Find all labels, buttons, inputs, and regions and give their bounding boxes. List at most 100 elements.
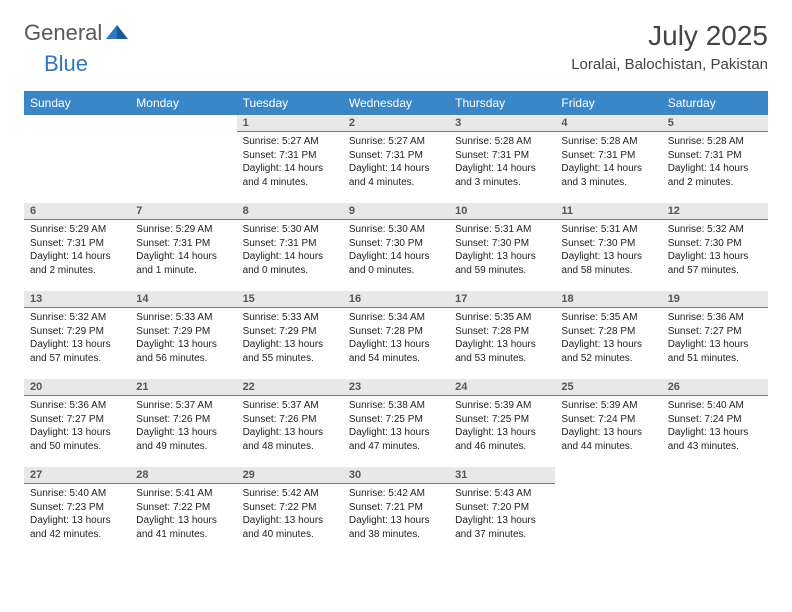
daylight-text: Daylight: 13 hours and 41 minutes.: [136, 514, 230, 541]
calendar-day-cell: [24, 115, 130, 203]
calendar-day-cell: [662, 467, 768, 555]
brand-flag-icon: [106, 23, 128, 44]
day-content: Sunrise: 5:32 AMSunset: 7:29 PMDaylight:…: [24, 308, 130, 369]
day-content: Sunrise: 5:38 AMSunset: 7:25 PMDaylight:…: [343, 396, 449, 457]
calendar-day-cell: 26Sunrise: 5:40 AMSunset: 7:24 PMDayligh…: [662, 379, 768, 467]
daylight-text: Daylight: 13 hours and 56 minutes.: [136, 338, 230, 365]
sunrise-text: Sunrise: 5:28 AM: [561, 135, 655, 149]
sunrise-text: Sunrise: 5:37 AM: [243, 399, 337, 413]
day-number: 11: [555, 203, 661, 220]
sunset-text: Sunset: 7:31 PM: [561, 149, 655, 163]
daylight-text: Daylight: 13 hours and 48 minutes.: [243, 426, 337, 453]
day-number: 25: [555, 379, 661, 396]
daylight-text: Daylight: 13 hours and 52 minutes.: [561, 338, 655, 365]
day-number: 17: [449, 291, 555, 308]
sunset-text: Sunset: 7:23 PM: [30, 501, 124, 515]
sunrise-text: Sunrise: 5:35 AM: [455, 311, 549, 325]
weekday-header: Wednesday: [343, 91, 449, 115]
calendar-header-row: SundayMondayTuesdayWednesdayThursdayFrid…: [24, 91, 768, 115]
calendar-day-cell: [130, 115, 236, 203]
sunset-text: Sunset: 7:28 PM: [561, 325, 655, 339]
calendar-day-cell: 24Sunrise: 5:39 AMSunset: 7:25 PMDayligh…: [449, 379, 555, 467]
sunset-text: Sunset: 7:30 PM: [455, 237, 549, 251]
day-content: Sunrise: 5:35 AMSunset: 7:28 PMDaylight:…: [449, 308, 555, 369]
sunset-text: Sunset: 7:31 PM: [668, 149, 762, 163]
sunset-text: Sunset: 7:27 PM: [30, 413, 124, 427]
day-number: 3: [449, 115, 555, 132]
sunset-text: Sunset: 7:25 PM: [455, 413, 549, 427]
calendar-day-cell: [555, 467, 661, 555]
day-number: 29: [237, 467, 343, 484]
sunrise-text: Sunrise: 5:29 AM: [136, 223, 230, 237]
calendar-day-cell: 7Sunrise: 5:29 AMSunset: 7:31 PMDaylight…: [130, 203, 236, 291]
day-content: Sunrise: 5:28 AMSunset: 7:31 PMDaylight:…: [662, 132, 768, 193]
daylight-text: Daylight: 13 hours and 38 minutes.: [349, 514, 443, 541]
daylight-text: Daylight: 13 hours and 46 minutes.: [455, 426, 549, 453]
calendar-body: 1Sunrise: 5:27 AMSunset: 7:31 PMDaylight…: [24, 115, 768, 555]
day-number: 15: [237, 291, 343, 308]
day-number: 18: [555, 291, 661, 308]
day-number: 30: [343, 467, 449, 484]
day-content: Sunrise: 5:33 AMSunset: 7:29 PMDaylight:…: [130, 308, 236, 369]
sunrise-text: Sunrise: 5:36 AM: [30, 399, 124, 413]
daylight-text: Daylight: 13 hours and 40 minutes.: [243, 514, 337, 541]
day-content: Sunrise: 5:30 AMSunset: 7:31 PMDaylight:…: [237, 220, 343, 281]
day-content: Sunrise: 5:34 AMSunset: 7:28 PMDaylight:…: [343, 308, 449, 369]
daylight-text: Daylight: 13 hours and 50 minutes.: [30, 426, 124, 453]
sunrise-text: Sunrise: 5:32 AM: [668, 223, 762, 237]
daylight-text: Daylight: 14 hours and 0 minutes.: [349, 250, 443, 277]
calendar-day-cell: 17Sunrise: 5:35 AMSunset: 7:28 PMDayligh…: [449, 291, 555, 379]
calendar-day-cell: 4Sunrise: 5:28 AMSunset: 7:31 PMDaylight…: [555, 115, 661, 203]
calendar-day-cell: 20Sunrise: 5:36 AMSunset: 7:27 PMDayligh…: [24, 379, 130, 467]
day-content: Sunrise: 5:39 AMSunset: 7:25 PMDaylight:…: [449, 396, 555, 457]
day-content: Sunrise: 5:42 AMSunset: 7:22 PMDaylight:…: [237, 484, 343, 545]
day-number: 8: [237, 203, 343, 220]
calendar-day-cell: 9Sunrise: 5:30 AMSunset: 7:30 PMDaylight…: [343, 203, 449, 291]
calendar-week-row: 20Sunrise: 5:36 AMSunset: 7:27 PMDayligh…: [24, 379, 768, 467]
day-number: 16: [343, 291, 449, 308]
month-title: July 2025: [571, 20, 768, 52]
weekday-header: Tuesday: [237, 91, 343, 115]
daylight-text: Daylight: 13 hours and 57 minutes.: [668, 250, 762, 277]
weekday-header: Friday: [555, 91, 661, 115]
calendar-day-cell: 19Sunrise: 5:36 AMSunset: 7:27 PMDayligh…: [662, 291, 768, 379]
daylight-text: Daylight: 14 hours and 4 minutes.: [243, 162, 337, 189]
calendar-week-row: 6Sunrise: 5:29 AMSunset: 7:31 PMDaylight…: [24, 203, 768, 291]
day-content: Sunrise: 5:31 AMSunset: 7:30 PMDaylight:…: [449, 220, 555, 281]
sunset-text: Sunset: 7:28 PM: [455, 325, 549, 339]
day-content: Sunrise: 5:33 AMSunset: 7:29 PMDaylight:…: [237, 308, 343, 369]
sunrise-text: Sunrise: 5:33 AM: [243, 311, 337, 325]
calendar-day-cell: 6Sunrise: 5:29 AMSunset: 7:31 PMDaylight…: [24, 203, 130, 291]
day-number: 28: [130, 467, 236, 484]
sunrise-text: Sunrise: 5:30 AM: [349, 223, 443, 237]
day-content: Sunrise: 5:37 AMSunset: 7:26 PMDaylight:…: [130, 396, 236, 457]
day-content: Sunrise: 5:27 AMSunset: 7:31 PMDaylight:…: [343, 132, 449, 193]
calendar-day-cell: 12Sunrise: 5:32 AMSunset: 7:30 PMDayligh…: [662, 203, 768, 291]
calendar-day-cell: 11Sunrise: 5:31 AMSunset: 7:30 PMDayligh…: [555, 203, 661, 291]
daylight-text: Daylight: 13 hours and 51 minutes.: [668, 338, 762, 365]
sunset-text: Sunset: 7:29 PM: [30, 325, 124, 339]
day-content: Sunrise: 5:29 AMSunset: 7:31 PMDaylight:…: [130, 220, 236, 281]
daylight-text: Daylight: 14 hours and 0 minutes.: [243, 250, 337, 277]
calendar-day-cell: 25Sunrise: 5:39 AMSunset: 7:24 PMDayligh…: [555, 379, 661, 467]
calendar-day-cell: 2Sunrise: 5:27 AMSunset: 7:31 PMDaylight…: [343, 115, 449, 203]
day-number: 2: [343, 115, 449, 132]
day-content: Sunrise: 5:40 AMSunset: 7:23 PMDaylight:…: [24, 484, 130, 545]
empty-day: [24, 115, 130, 132]
day-content: Sunrise: 5:41 AMSunset: 7:22 PMDaylight:…: [130, 484, 236, 545]
day-number: 12: [662, 203, 768, 220]
sunset-text: Sunset: 7:29 PM: [243, 325, 337, 339]
day-content: Sunrise: 5:39 AMSunset: 7:24 PMDaylight:…: [555, 396, 661, 457]
sunrise-text: Sunrise: 5:39 AM: [561, 399, 655, 413]
sunrise-text: Sunrise: 5:30 AM: [243, 223, 337, 237]
day-content: Sunrise: 5:40 AMSunset: 7:24 PMDaylight:…: [662, 396, 768, 457]
sunset-text: Sunset: 7:22 PM: [136, 501, 230, 515]
day-number: 7: [130, 203, 236, 220]
day-content: Sunrise: 5:43 AMSunset: 7:20 PMDaylight:…: [449, 484, 555, 545]
sunrise-text: Sunrise: 5:32 AM: [30, 311, 124, 325]
day-number: 23: [343, 379, 449, 396]
sunrise-text: Sunrise: 5:29 AM: [30, 223, 124, 237]
calendar-day-cell: 31Sunrise: 5:43 AMSunset: 7:20 PMDayligh…: [449, 467, 555, 555]
sunset-text: Sunset: 7:31 PM: [136, 237, 230, 251]
day-number: 4: [555, 115, 661, 132]
